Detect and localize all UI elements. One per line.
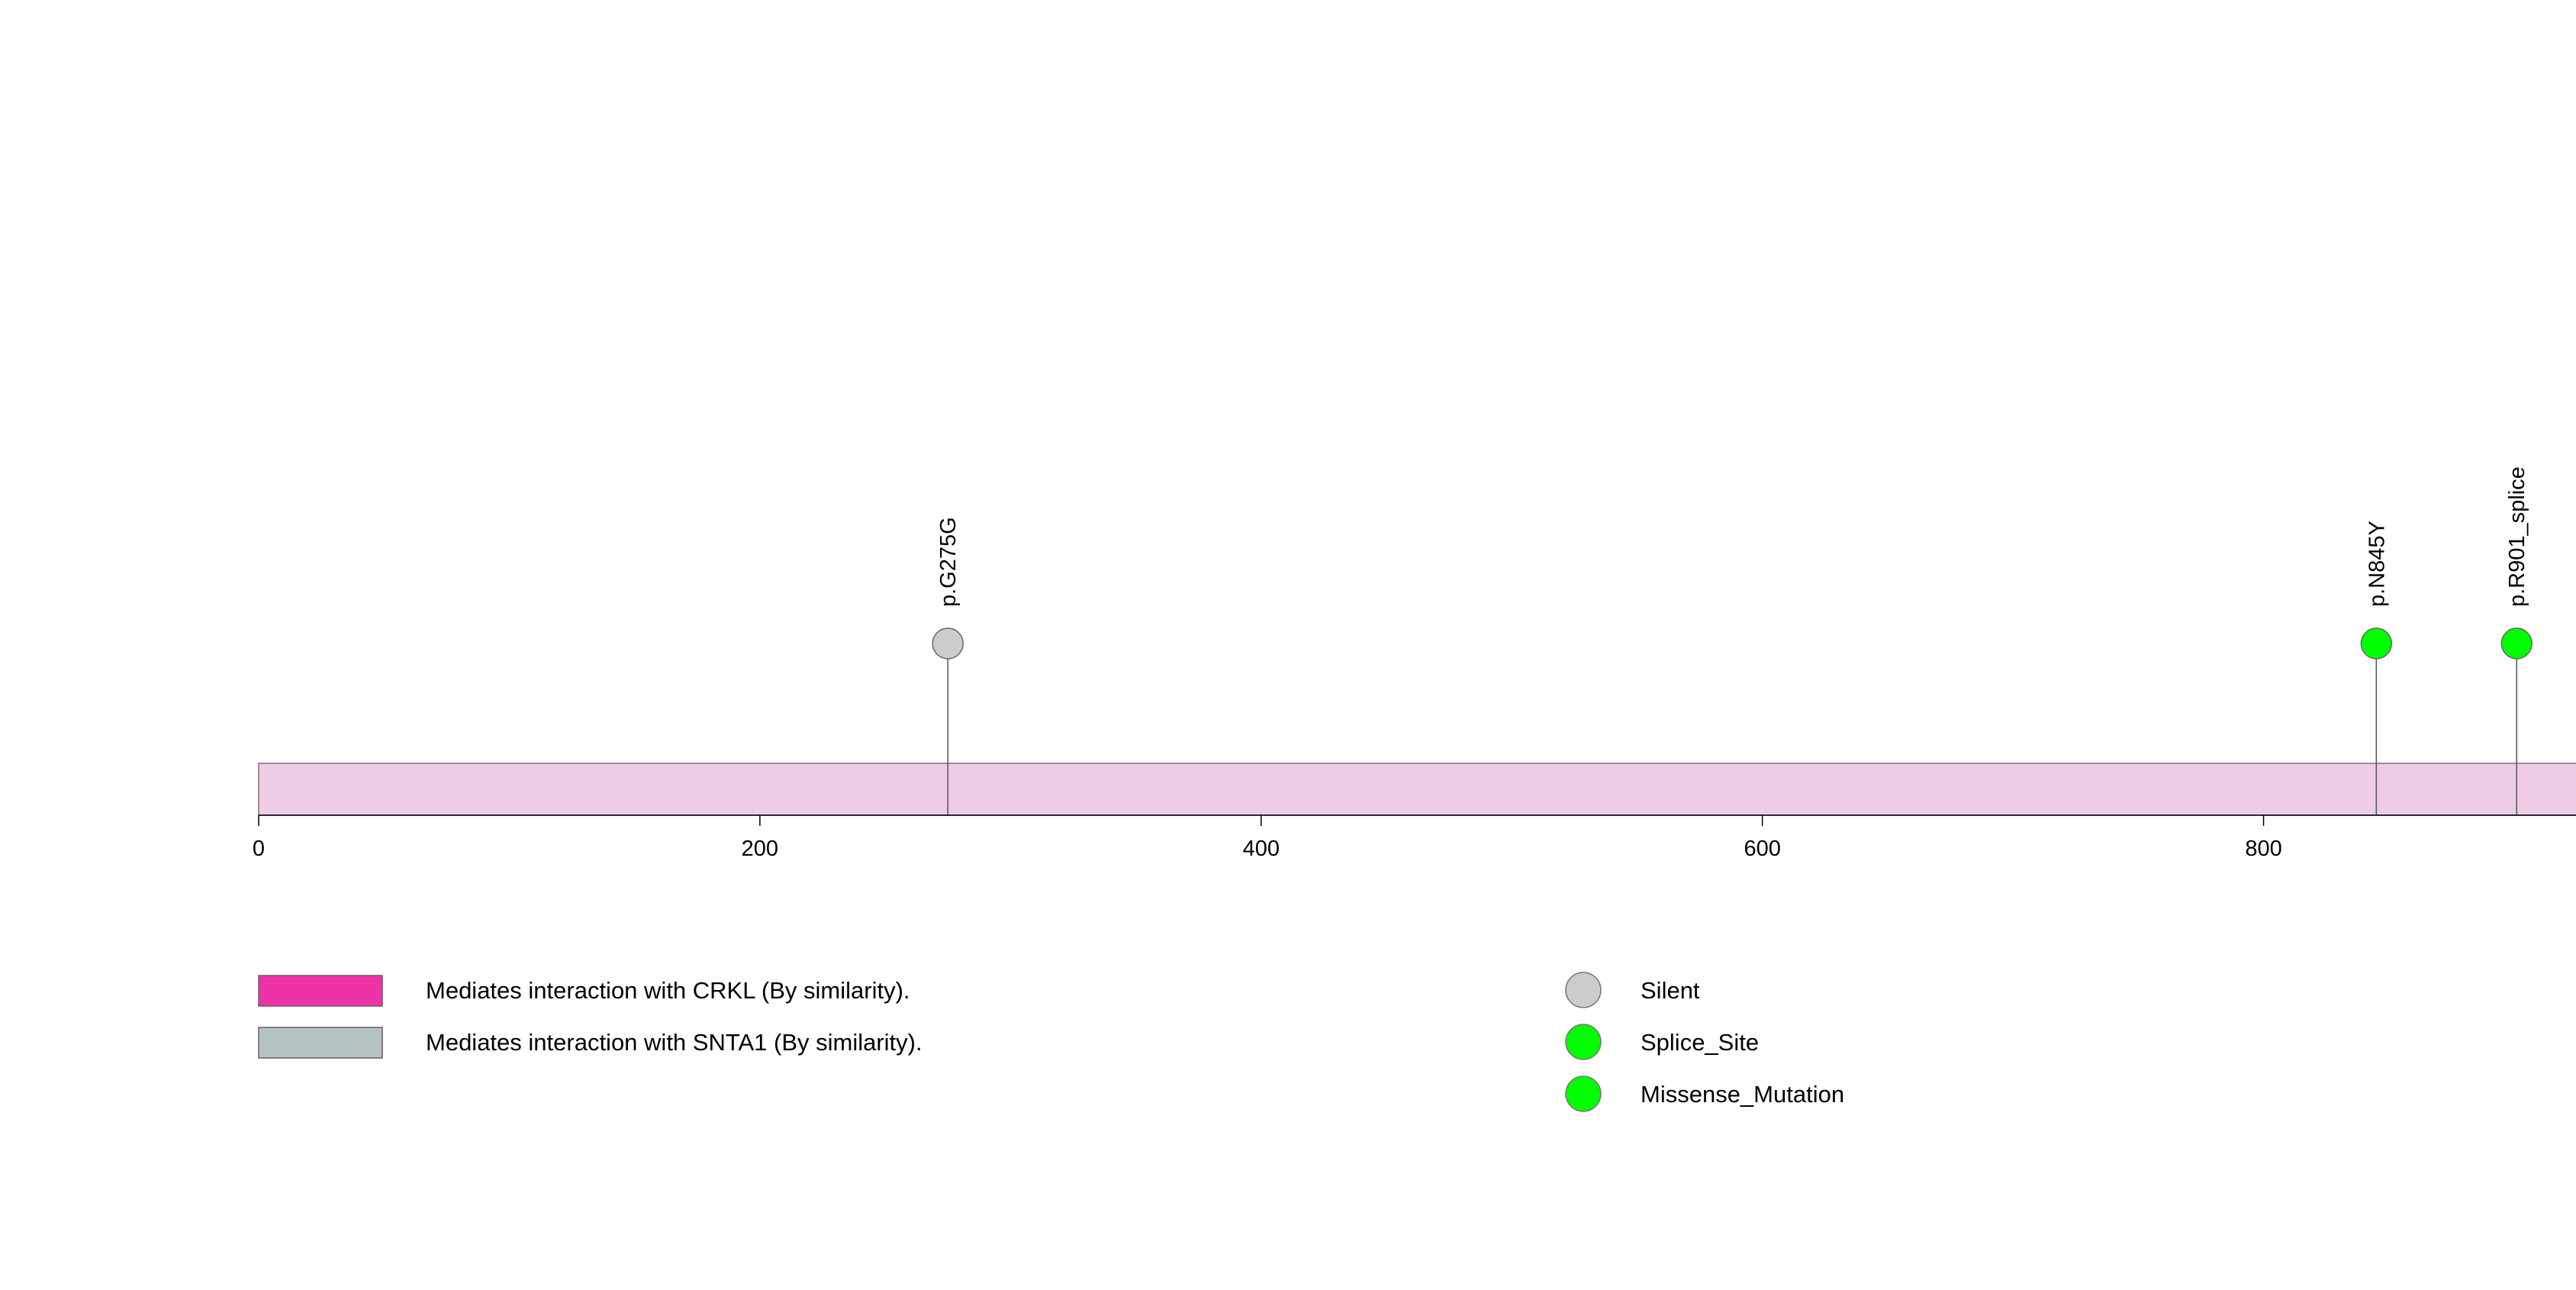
mutation-legend: Silent Splice_Site Missense_Mutation (1565, 972, 1844, 1112)
x-tick-label: 200 (742, 837, 778, 861)
x-axis: 02004006008001000120014001600 (253, 814, 2576, 861)
domain-legend-swatch-2 (258, 1027, 383, 1059)
mutation-label: p.R901_splice (2505, 466, 2529, 607)
mutation-legend-label: Splice_Site (1641, 1029, 1759, 1056)
mutation-stem-overlay (947, 659, 2517, 815)
mutation-legend-symbol-Splice_Site (1565, 1024, 1602, 1060)
x-tick-label: 600 (1744, 837, 1780, 861)
domain-legend-label: Mediates interaction with SNTA1 (By simi… (426, 1029, 923, 1056)
mutation-label: p.N845Y (2365, 521, 2389, 607)
mutation-legend-symbol-Missense_Mutation (1565, 1076, 1602, 1112)
protein-backbone-group (258, 763, 2576, 816)
mutation-legend-label: Silent (1641, 977, 1700, 1004)
domain-legend: Mediates interaction with CRKL (By simil… (258, 975, 923, 1059)
x-tick-label: 800 (2245, 837, 2281, 861)
mutation-head-p.R901_splice (2500, 627, 2533, 660)
mutation-legend-symbol-Silent (1565, 972, 1602, 1008)
protein-backbone (258, 763, 2576, 816)
x-tick-label: 0 (253, 837, 265, 861)
x-tick-label: 400 (1243, 837, 1280, 861)
mutation-label: p.G275G (936, 517, 961, 607)
mutation-head-p.N845Y (2360, 627, 2393, 660)
mutation-head-p.G275G (932, 627, 964, 660)
mutation-legend-label: Missense_Mutation (1641, 1081, 1844, 1108)
domain-legend-swatch-1 (258, 975, 383, 1007)
domain-legend-label: Mediates interaction with CRKL (By simil… (426, 977, 910, 1004)
